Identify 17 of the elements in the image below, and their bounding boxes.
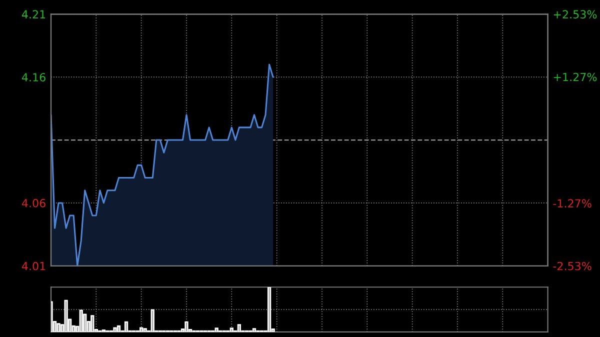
- y-tick-label: 4.21: [22, 10, 46, 18]
- y2-tick-label: +1.27%: [554, 72, 597, 82]
- y2-tick-label: +2.53%: [554, 10, 597, 19]
- bar: [56, 323, 60, 332]
- y-tick-label: 4.06: [22, 198, 46, 208]
- bar: [143, 328, 147, 332]
- y-tick-label: 4.16: [22, 73, 46, 82]
- y2-tick-label: -1.27%: [553, 199, 592, 208]
- bar: [124, 321, 128, 332]
- bar: [252, 328, 256, 332]
- bar: [116, 325, 121, 332]
- y-tick-label: 4.01: [22, 262, 46, 270]
- bar: [237, 324, 242, 332]
- bar: [83, 314, 87, 332]
- bar: [113, 327, 117, 332]
- y2-tick-label: -2.53%: [553, 262, 592, 270]
- bar: [214, 328, 218, 332]
